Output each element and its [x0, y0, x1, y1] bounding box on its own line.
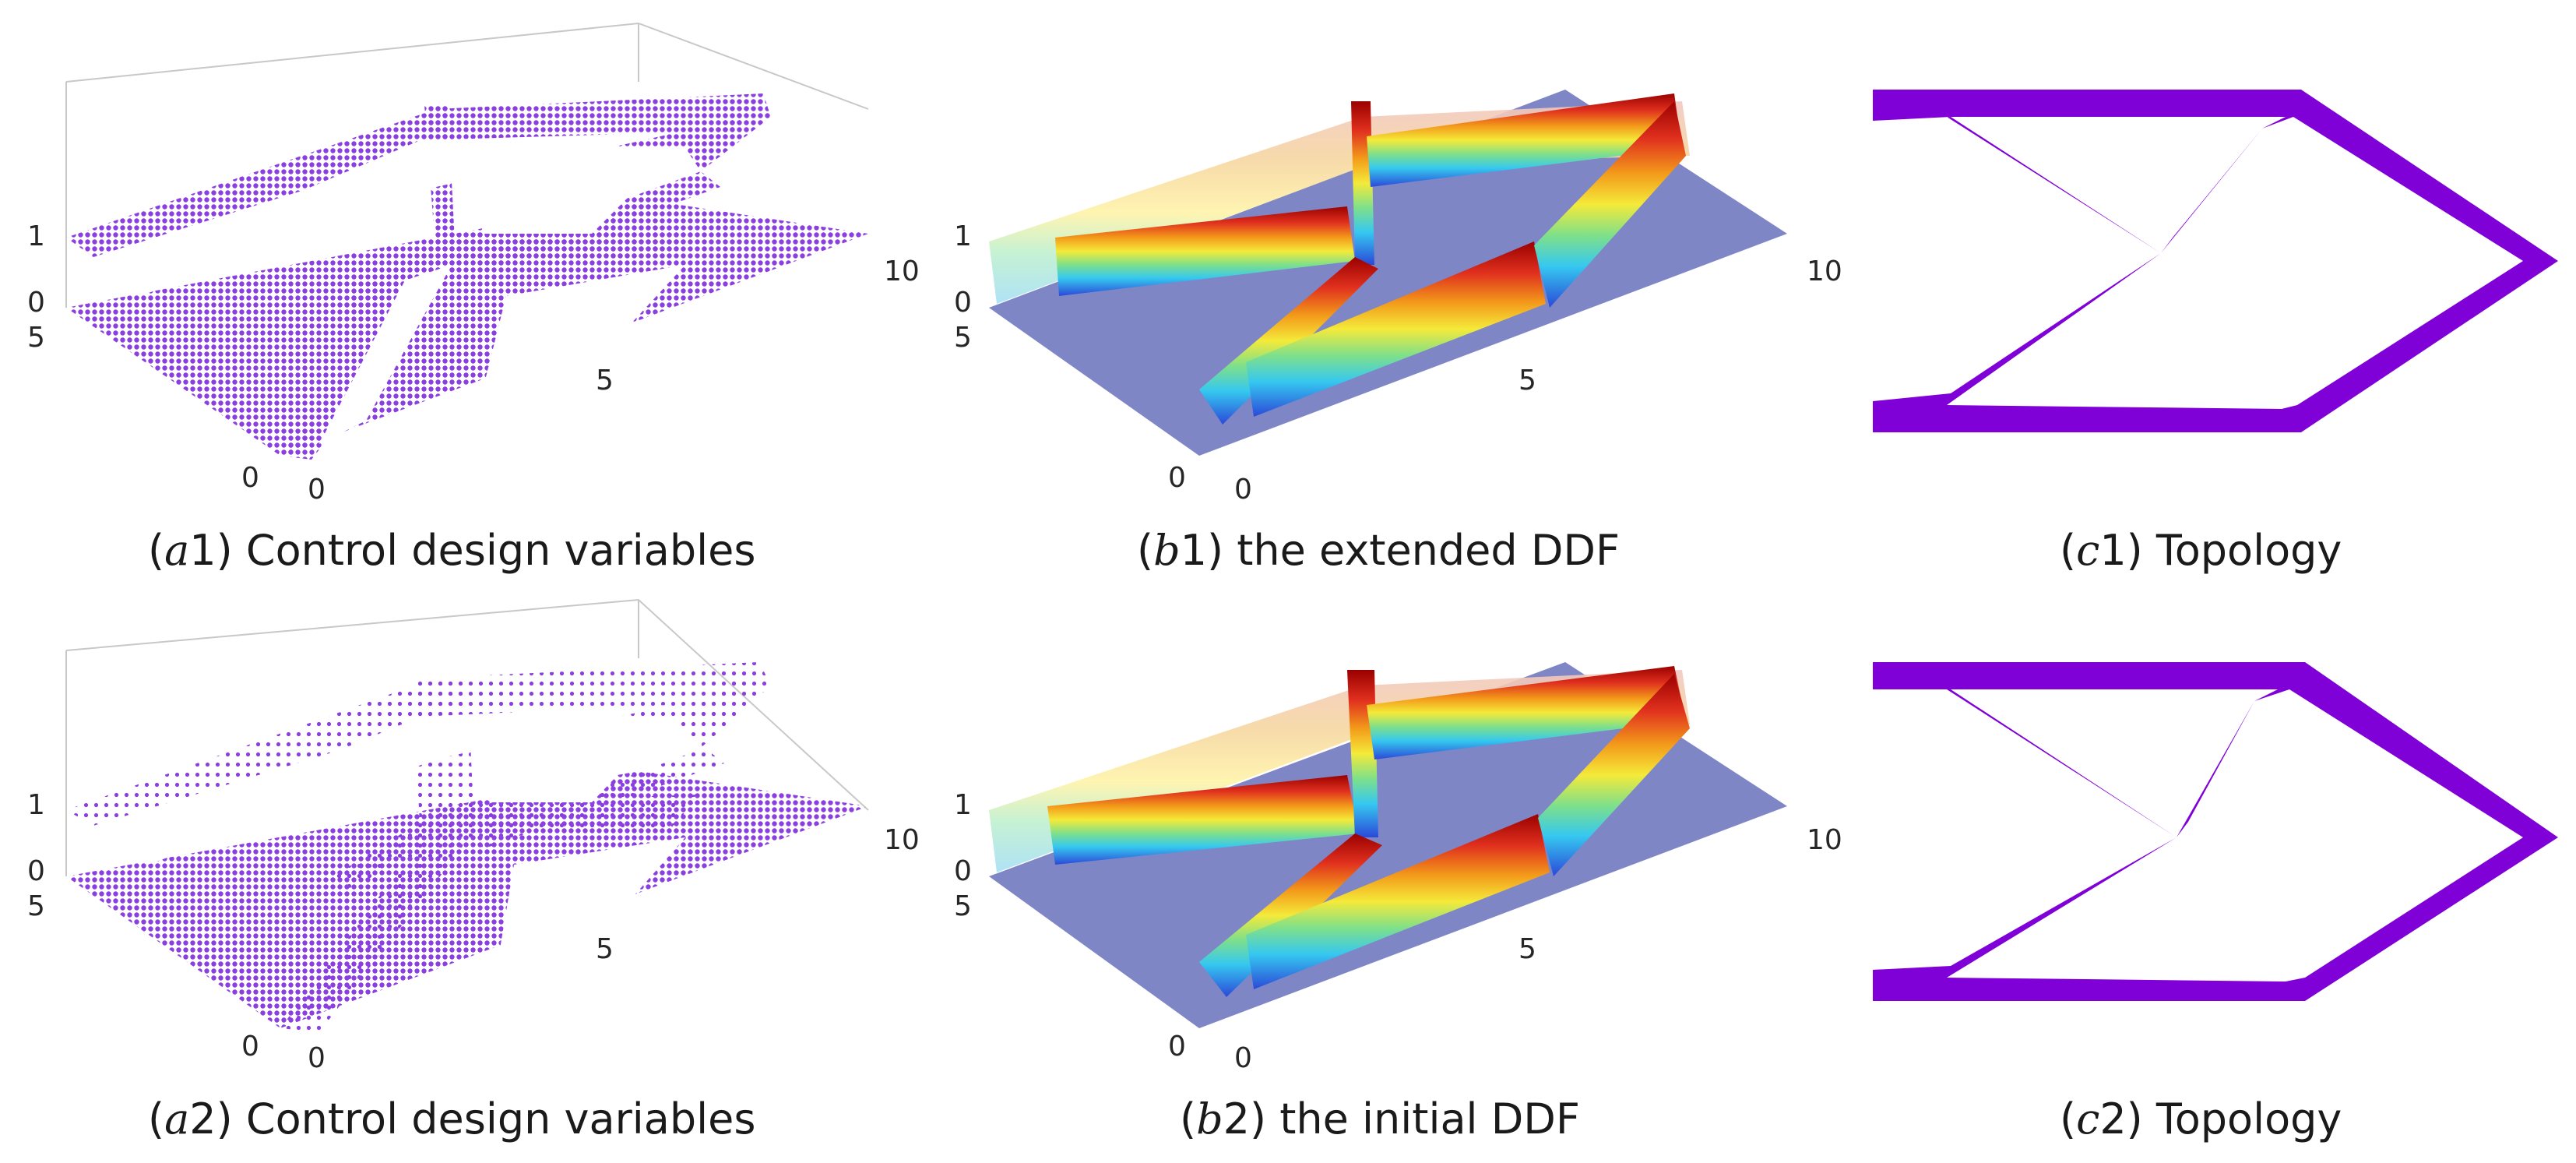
white-voids [109, 705, 685, 958]
tick-origin-x: 0 [1234, 1042, 1252, 1074]
caption-c2: (c2) Topology [2060, 1094, 2342, 1144]
tick-z-top: 1 [27, 220, 45, 252]
caption-b1: (b1) the extended DDF [1137, 526, 1620, 575]
caption-a1: (a1) Control design variables [148, 526, 756, 575]
panel-a2: 1 0 5 5 10 0 0 (a2) Control design varia… [27, 598, 920, 1144]
white-voids [101, 132, 685, 444]
ddf-base-surface [989, 662, 1787, 1028]
ddf-ridges [1055, 93, 1686, 425]
tick-x-mid: 5 [1519, 933, 1536, 965]
tick-x-max: 10 [884, 256, 920, 287]
axes-frame [65, 598, 869, 876]
tick-origin-y: 0 [241, 1031, 259, 1063]
tick-z-bottom: 0 [954, 287, 972, 319]
caption-b2: (b2) the initial DDF [1180, 1094, 1580, 1144]
tick-z-top: 1 [954, 789, 972, 821]
tick-origin-y: 0 [1168, 462, 1186, 494]
tick-x-mid: 5 [1519, 365, 1536, 396]
tick-y-max: 5 [954, 322, 972, 354]
tick-x-max: 10 [884, 824, 920, 856]
panel-b2: 1 0 5 5 10 0 0 (b2) the initial DDF [954, 662, 1842, 1144]
tick-y-max: 5 [27, 322, 45, 354]
ddf-base-surface [989, 90, 1787, 456]
base-plane-points [66, 771, 868, 1028]
axis-ticks: 1 0 5 5 10 0 0 [27, 220, 920, 506]
tick-origin-y: 0 [1168, 1031, 1186, 1063]
tick-origin-x: 0 [308, 474, 326, 506]
tick-y-max: 5 [27, 890, 45, 922]
topology-structure [1873, 662, 2558, 1001]
tick-z-bottom: 0 [27, 287, 45, 319]
axis-ticks: 1 0 5 5 10 0 0 [954, 220, 1842, 506]
caption-a2: (a2) Control design variables [148, 1094, 756, 1144]
axes-frame [65, 22, 869, 308]
panel-a1: 1 0 5 5 10 0 0 (a1) Control design varia… [27, 22, 920, 575]
tick-z-top: 1 [27, 789, 45, 821]
tick-z-bottom: 0 [27, 855, 45, 887]
base-plane-points [66, 199, 868, 456]
tick-origin-x: 0 [1234, 474, 1252, 506]
tick-x-max: 10 [1807, 824, 1842, 856]
caption-c1: (c1) Topology [2060, 526, 2342, 575]
axis-ticks: 1 0 5 5 10 0 0 [954, 789, 1842, 1074]
panel-c1: (c1) Topology [1873, 90, 2558, 575]
tick-origin-x: 0 [308, 1042, 326, 1074]
tick-x-max: 10 [1807, 256, 1842, 287]
panel-c2: (c2) Topology [1873, 662, 2558, 1144]
tick-z-top: 1 [954, 220, 972, 252]
ddf-ridges [1047, 666, 1690, 997]
panel-b1: 1 0 5 5 10 0 0 (b1) the extended DDF [954, 90, 1842, 575]
axis-ticks: 1 0 5 5 10 0 0 [27, 789, 920, 1074]
topology-structure [1873, 90, 2558, 432]
tick-z-bottom: 0 [954, 855, 972, 887]
tick-x-mid: 5 [596, 933, 614, 965]
tick-origin-y: 0 [241, 462, 259, 494]
tick-y-max: 5 [954, 890, 972, 922]
tick-x-mid: 5 [596, 365, 614, 396]
